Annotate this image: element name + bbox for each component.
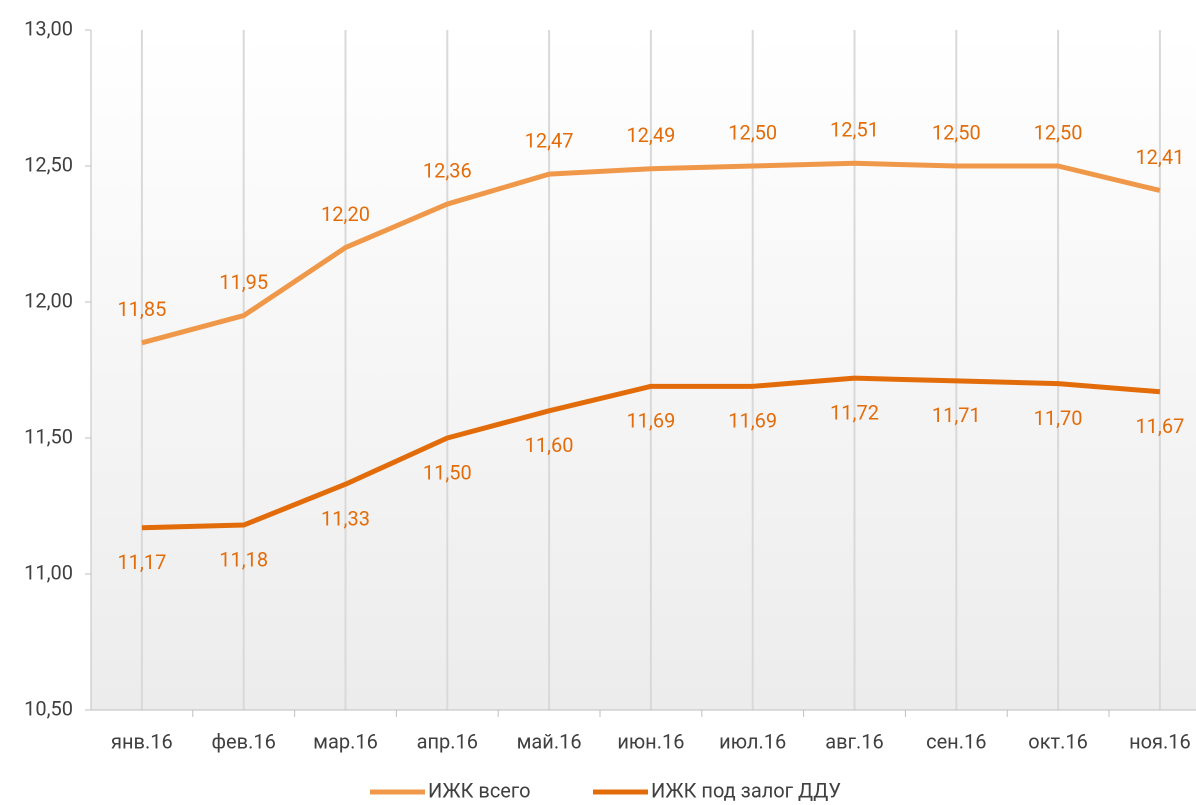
y-tick-label: 13,00 (24, 16, 73, 40)
legend-label: ИЖК всего (428, 778, 531, 802)
y-tick-label: 12,50 (24, 152, 73, 176)
data-label: 11,69 (626, 409, 675, 433)
data-label: 11,60 (525, 433, 574, 457)
x-tick-label: окт.16 (1028, 729, 1088, 753)
data-label: 12,50 (1034, 120, 1083, 144)
data-label: 12,20 (321, 202, 370, 226)
plot-background (91, 30, 1196, 710)
x-tick-label: ноя.16 (1129, 729, 1191, 753)
y-tick-label: 12,00 (24, 288, 73, 312)
x-tick-label: авг.16 (825, 729, 883, 753)
x-tick-label: фев.16 (212, 729, 276, 753)
data-label: 11,69 (728, 409, 777, 433)
data-label: 11,50 (423, 460, 472, 484)
data-label: 11,18 (219, 547, 268, 571)
data-label: 12,50 (728, 120, 777, 144)
data-label: 12,41 (1135, 145, 1184, 169)
legend-label: ИЖК под залог ДДУ (651, 778, 841, 802)
x-tick-label: июн.16 (617, 729, 684, 753)
data-label: 12,47 (525, 128, 574, 152)
x-tick-label: май.16 (517, 729, 582, 753)
data-label: 12,50 (932, 120, 981, 144)
x-tick-label: июл.16 (719, 729, 786, 753)
data-label: 11,95 (219, 270, 268, 294)
data-label: 11,72 (830, 400, 879, 424)
data-label: 11,70 (1034, 406, 1083, 430)
series-line (141, 160, 1161, 346)
data-label: 11,33 (321, 507, 370, 531)
data-label: 12,36 (423, 158, 472, 182)
x-tick-label: апр.16 (417, 729, 478, 753)
data-label: 11,17 (117, 550, 166, 574)
x-tick-label: янв.16 (111, 729, 173, 753)
y-tick-label: 10,50 (24, 696, 73, 720)
series-line (141, 375, 1161, 531)
y-tick-label: 11,00 (24, 560, 73, 584)
data-label: 12,49 (626, 123, 675, 147)
data-label: 11,85 (117, 297, 166, 321)
data-label: 12,51 (830, 118, 879, 142)
data-label: 11,71 (932, 403, 981, 427)
y-tick-label: 11,50 (24, 424, 73, 448)
data-label: 11,67 (1135, 414, 1184, 438)
x-tick-label: сен.16 (926, 729, 986, 753)
x-tick-label: мар.16 (313, 729, 378, 753)
